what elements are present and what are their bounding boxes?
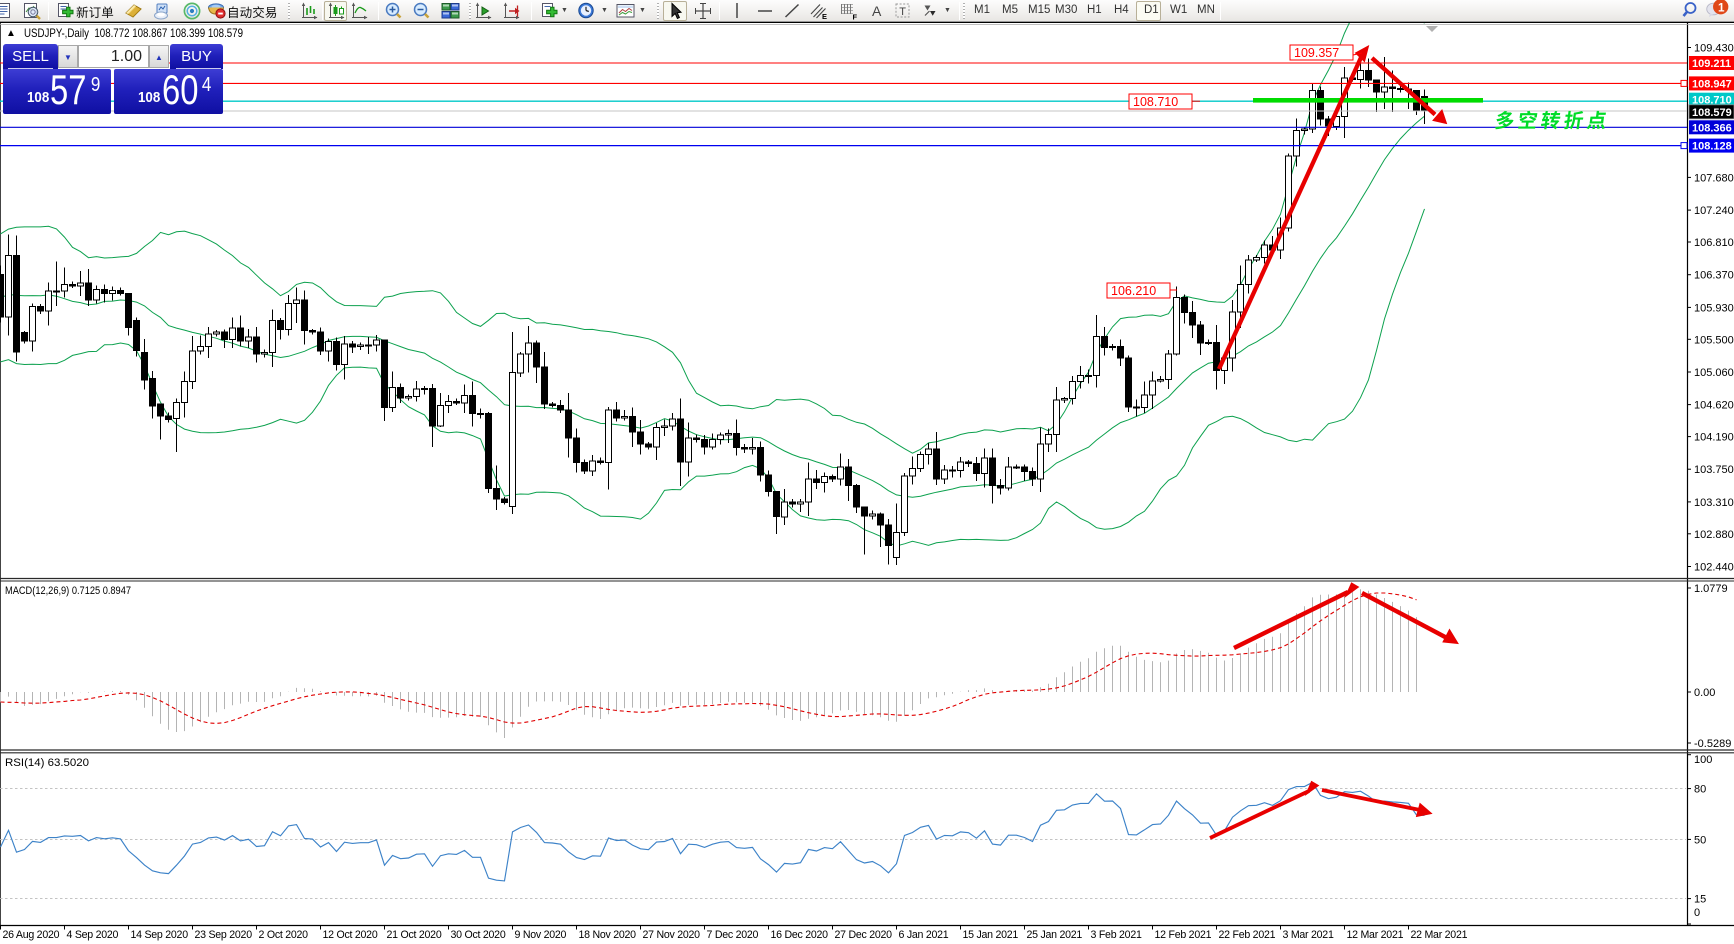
svg-text:21 Oct 2020: 21 Oct 2020 (387, 929, 442, 941)
svg-text:107.680: 107.680 (1694, 172, 1734, 184)
svg-text:15: 15 (1694, 894, 1706, 906)
svg-text:108.128: 108.128 (1692, 141, 1732, 153)
svg-text:27 Dec 2020: 27 Dec 2020 (835, 929, 893, 941)
svg-text:USDJPY-,Daily 108.772 108.867: USDJPY-,Daily 108.772 108.867 108.399 10… (24, 26, 243, 40)
svg-text:100: 100 (1694, 754, 1712, 766)
svg-text:106.210: 106.210 (1111, 284, 1156, 298)
svg-text:7 Dec 2020: 7 Dec 2020 (707, 929, 759, 941)
svg-text:3 Feb 2021: 3 Feb 2021 (1091, 929, 1142, 941)
svg-text:4 Sep 2020: 4 Sep 2020 (67, 929, 119, 941)
svg-text:T: T (899, 6, 906, 18)
svg-text:105.930: 105.930 (1694, 302, 1734, 314)
svg-text:18 Nov 2020: 18 Nov 2020 (579, 929, 637, 941)
svg-text:103.310: 103.310 (1694, 497, 1734, 509)
svg-text:16 Dec 2020: 16 Dec 2020 (771, 929, 829, 941)
svg-text:22 Mar 2021: 22 Mar 2021 (1411, 929, 1468, 941)
svg-text:105.500: 105.500 (1694, 334, 1734, 346)
svg-text:107.240: 107.240 (1694, 205, 1734, 217)
svg-text:105.060: 105.060 (1694, 367, 1734, 379)
svg-text:106.810: 106.810 (1694, 237, 1734, 249)
svg-text:104.190: 104.190 (1694, 432, 1734, 444)
svg-text:23 Sep 2020: 23 Sep 2020 (195, 929, 253, 941)
svg-text:108.947: 108.947 (1692, 78, 1732, 90)
svg-text:108.710: 108.710 (1133, 95, 1178, 109)
svg-text:80: 80 (1694, 784, 1706, 796)
svg-text:106.370: 106.370 (1694, 270, 1734, 282)
svg-text:12 Mar 2021: 12 Mar 2021 (1347, 929, 1404, 941)
svg-text:6 Jan 2021: 6 Jan 2021 (899, 929, 949, 941)
svg-text:22 Feb 2021: 22 Feb 2021 (1219, 929, 1276, 941)
svg-text:102.880: 102.880 (1694, 529, 1734, 541)
svg-text:12 Feb 2021: 12 Feb 2021 (1155, 929, 1212, 941)
svg-text:F: F (853, 13, 858, 21)
svg-text:109.430: 109.430 (1694, 43, 1734, 55)
svg-text:3 Mar 2021: 3 Mar 2021 (1283, 929, 1334, 941)
svg-text:25 Jan 2021: 25 Jan 2021 (1027, 929, 1083, 941)
svg-text:102.440: 102.440 (1694, 562, 1734, 574)
svg-text:0: 0 (1694, 907, 1700, 919)
svg-text:27 Nov 2020: 27 Nov 2020 (643, 929, 701, 941)
svg-text:50: 50 (1694, 834, 1706, 846)
svg-text:0.00: 0.00 (1694, 687, 1715, 699)
svg-text:9 Nov 2020: 9 Nov 2020 (515, 929, 567, 941)
svg-text:15 Jan 2021: 15 Jan 2021 (963, 929, 1019, 941)
svg-text:103.750: 103.750 (1694, 464, 1734, 476)
svg-text:MACD(12,26,9) 0.7125 0.8947: MACD(12,26,9) 0.7125 0.8947 (5, 585, 131, 597)
svg-text:1: 1 (1718, 1, 1725, 14)
svg-text:109.357: 109.357 (1294, 46, 1339, 60)
svg-text:108.579: 108.579 (1692, 107, 1732, 119)
svg-text:30 Oct 2020: 30 Oct 2020 (451, 929, 506, 941)
svg-text:12 Oct 2020: 12 Oct 2020 (323, 929, 378, 941)
svg-text:14 Sep 2020: 14 Sep 2020 (131, 929, 189, 941)
svg-text:26 Aug 2020: 26 Aug 2020 (3, 929, 60, 941)
svg-text:104.620: 104.620 (1694, 400, 1734, 412)
svg-text:-0.5289: -0.5289 (1694, 738, 1731, 750)
svg-text:E: E (822, 12, 827, 20)
svg-text:RSI(14) 63.5020: RSI(14) 63.5020 (5, 757, 89, 769)
svg-text:108.366: 108.366 (1692, 122, 1732, 134)
svg-text:109.211: 109.211 (1692, 58, 1731, 70)
svg-text:1.0779: 1.0779 (1694, 583, 1728, 595)
svg-text:▲: ▲ (6, 28, 16, 39)
svg-text:108.710: 108.710 (1692, 95, 1732, 107)
svg-text:2 Oct 2020: 2 Oct 2020 (259, 929, 309, 941)
